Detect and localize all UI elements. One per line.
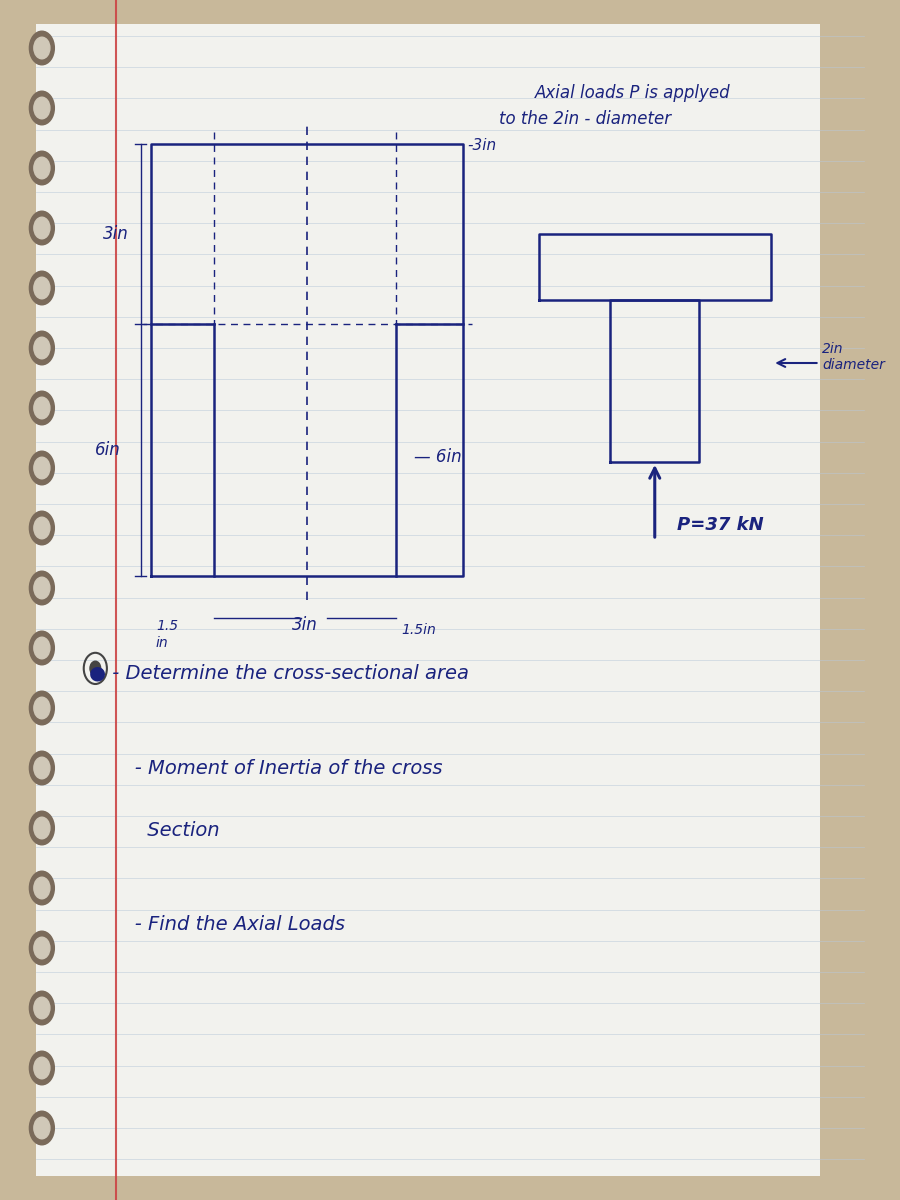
Text: P=37 kN: P=37 kN [677, 516, 764, 534]
Circle shape [34, 637, 50, 659]
Text: in: in [156, 636, 168, 649]
Text: 2in
diameter: 2in diameter [823, 342, 885, 372]
Circle shape [30, 271, 54, 305]
Circle shape [34, 1117, 50, 1139]
Circle shape [30, 691, 54, 725]
Circle shape [34, 1057, 50, 1079]
Circle shape [34, 397, 50, 419]
Circle shape [30, 151, 54, 185]
Circle shape [90, 661, 101, 676]
Text: 1.5: 1.5 [156, 619, 178, 634]
Circle shape [30, 331, 54, 365]
Circle shape [34, 757, 50, 779]
Text: 1.5in: 1.5in [400, 623, 436, 636]
Circle shape [30, 31, 54, 65]
Circle shape [30, 991, 54, 1025]
Circle shape [34, 277, 50, 299]
Text: 6in: 6in [94, 440, 121, 458]
Circle shape [30, 631, 54, 665]
Circle shape [34, 577, 50, 599]
Circle shape [30, 571, 54, 605]
Circle shape [30, 511, 54, 545]
Circle shape [34, 817, 50, 839]
Text: 3in: 3in [292, 616, 318, 634]
Circle shape [34, 697, 50, 719]
Circle shape [34, 157, 50, 179]
Text: — 6in: — 6in [414, 448, 462, 466]
Circle shape [30, 211, 54, 245]
Text: 3in: 3in [104, 226, 130, 242]
Text: Axial loads P is applyed: Axial loads P is applyed [535, 84, 730, 102]
Circle shape [34, 877, 50, 899]
Circle shape [30, 1111, 54, 1145]
Circle shape [30, 811, 54, 845]
Circle shape [30, 1051, 54, 1085]
Circle shape [34, 97, 50, 119]
Text: Section: Section [116, 821, 220, 840]
Text: - Find the Axial Loads: - Find the Axial Loads [116, 914, 345, 934]
Circle shape [30, 751, 54, 785]
Text: to the 2in - diameter: to the 2in - diameter [499, 109, 671, 127]
Circle shape [34, 517, 50, 539]
Circle shape [30, 451, 54, 485]
Circle shape [30, 391, 54, 425]
Circle shape [34, 997, 50, 1019]
Circle shape [34, 337, 50, 359]
Text: -3in: -3in [468, 138, 497, 152]
Circle shape [30, 931, 54, 965]
Circle shape [34, 937, 50, 959]
FancyBboxPatch shape [36, 24, 820, 1176]
Text: - Moment of Inertia of the cross: - Moment of Inertia of the cross [116, 758, 442, 778]
Circle shape [34, 457, 50, 479]
Text: ● - Determine the cross-sectional area: ● - Determine the cross-sectional area [89, 662, 469, 682]
Circle shape [30, 91, 54, 125]
Circle shape [34, 217, 50, 239]
Circle shape [34, 37, 50, 59]
Circle shape [30, 871, 54, 905]
